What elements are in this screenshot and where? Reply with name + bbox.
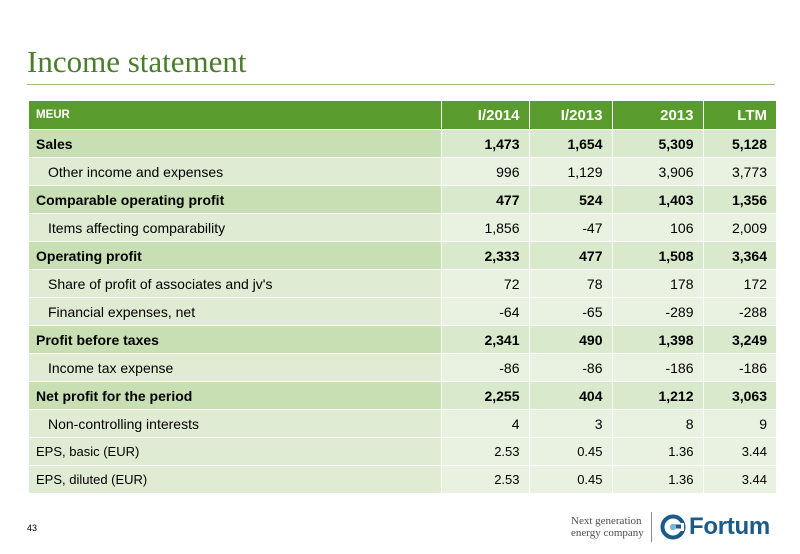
row-value: -186 [611,353,703,382]
row-value: -86 [528,353,612,382]
row-value: 524 [528,185,612,214]
row-value: 1,129 [528,157,612,186]
table-row: Comparable operating profit 477 524 1,40… [29,185,776,214]
row-label: Income tax expense [29,353,441,382]
row-value: 5,309 [611,129,703,158]
logo-divider [651,512,652,542]
table-row: Share of profit of associates and jv's 7… [29,269,776,298]
tagline-line-2: energy company [571,527,644,539]
row-value: 1,212 [611,381,703,410]
row-label: Share of profit of associates and jv's [29,269,441,298]
row-value: 106 [611,213,703,242]
row-value: 2.53 [440,437,529,466]
row-value: 9 [702,409,776,438]
title-divider [27,84,775,85]
company-tagline: Next generation energy company [571,515,644,539]
header-col-i2013: I/2013 [528,101,612,130]
row-value: 1,473 [440,129,529,158]
page-number: 43 [27,523,38,533]
logo-wordmark: Fortum [689,513,770,540]
row-value: 1,856 [440,213,529,242]
row-value: -86 [440,353,529,382]
fortum-logo-icon [660,514,686,540]
row-label: Financial expenses, net [29,297,441,326]
income-statement-table: MEUR I/2014 I/2013 2013 LTM Sales 1,473 … [29,101,776,494]
row-value: 1,654 [528,129,612,158]
row-value: 404 [528,381,612,410]
page-title: Income statement [27,44,247,79]
row-label: Profit before taxes [29,325,441,354]
fortum-logo: Fortum [660,512,770,542]
row-value: 996 [440,157,529,186]
header-unit-label: MEUR [29,101,441,130]
table-row: Non-controlling interests 4 3 8 9 [29,409,776,438]
row-value: 3.44 [702,465,776,494]
header-col-i2014: I/2014 [440,101,529,130]
row-value: -289 [611,297,703,326]
row-value: 1,508 [611,241,703,270]
table-row: Operating profit 2,333 477 1,508 3,364 [29,241,776,270]
table-row: EPS, diluted (EUR) 2.53 0.45 1.36 3.44 [29,465,776,494]
row-value: 178 [611,269,703,298]
row-value: -64 [440,297,529,326]
row-value: 1,403 [611,185,703,214]
table-header-row: MEUR I/2014 I/2013 2013 LTM [29,101,776,130]
table-row: Net profit for the period 2,255 404 1,21… [29,381,776,410]
row-value: 0.45 [528,465,612,494]
row-label: Non-controlling interests [29,409,441,438]
row-value: 0.45 [528,437,612,466]
row-label: Items affecting comparability [29,213,441,242]
row-value: 78 [528,269,612,298]
row-value: 3,364 [702,241,776,270]
row-value: -47 [528,213,612,242]
tagline-line-1: Next generation [571,515,642,527]
row-label: Comparable operating profit [29,185,441,214]
row-value: -288 [702,297,776,326]
row-value: 1.36 [611,437,703,466]
row-value: 3,249 [702,325,776,354]
header-col-ltm: LTM [702,101,776,130]
row-value: 2,341 [440,325,529,354]
row-label: EPS, diluted (EUR) [29,465,441,494]
row-value: 490 [528,325,612,354]
row-value: -186 [702,353,776,382]
row-value: 477 [528,241,612,270]
table-row: EPS, basic (EUR) 2.53 0.45 1.36 3.44 [29,437,776,466]
row-value: 2,333 [440,241,529,270]
row-value: 477 [440,185,529,214]
row-label: Sales [29,129,441,158]
row-label: Net profit for the period [29,381,441,410]
table-row: Sales 1,473 1,654 5,309 5,128 [29,129,776,158]
table-row: Financial expenses, net -64 -65 -289 -28… [29,297,776,326]
row-value: 3,773 [702,157,776,186]
row-value: 2.53 [440,465,529,494]
row-value: 5,128 [702,129,776,158]
row-value: 8 [611,409,703,438]
row-value: 72 [440,269,529,298]
row-value: 3.44 [702,437,776,466]
row-label: Other income and expenses [29,157,441,186]
header-col-2013: 2013 [611,101,703,130]
row-value: 1.36 [611,465,703,494]
row-value: 3,063 [702,381,776,410]
table-row: Other income and expenses 996 1,129 3,90… [29,157,776,186]
row-value: 2,255 [440,381,529,410]
row-value: 3 [528,409,612,438]
table-row: Income tax expense -86 -86 -186 -186 [29,353,776,382]
row-value: 4 [440,409,529,438]
row-value: 1,356 [702,185,776,214]
row-label: Operating profit [29,241,441,270]
row-label: EPS, basic (EUR) [29,437,441,466]
table-row: Profit before taxes 2,341 490 1,398 3,24… [29,325,776,354]
row-value: 172 [702,269,776,298]
row-value: 2,009 [702,213,776,242]
table-row: Items affecting comparability 1,856 -47 … [29,213,776,242]
row-value: -65 [528,297,612,326]
row-value: 3,906 [611,157,703,186]
row-value: 1,398 [611,325,703,354]
